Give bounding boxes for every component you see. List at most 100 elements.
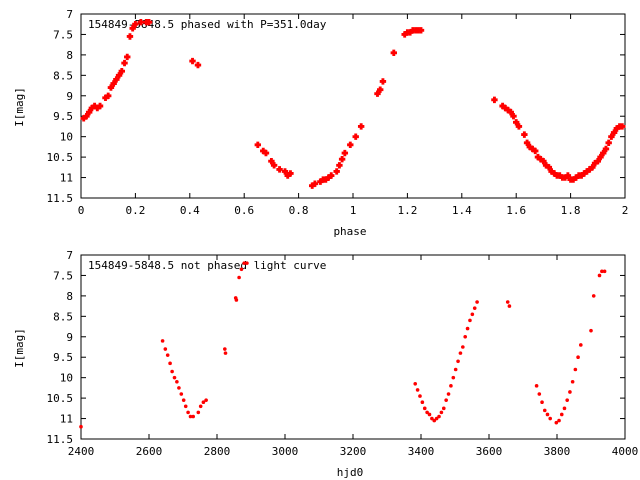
data-point <box>118 68 125 75</box>
data-point <box>507 304 512 308</box>
data-point <box>260 147 267 155</box>
data-point <box>88 104 96 112</box>
data-point <box>341 149 349 157</box>
data-point <box>559 412 564 417</box>
data-point <box>137 18 145 26</box>
data-point <box>201 400 206 405</box>
data-point <box>507 108 514 116</box>
x-tick-label: 3600 <box>476 445 503 458</box>
data-point <box>336 162 343 169</box>
data-point <box>578 172 585 179</box>
data-point <box>608 133 615 140</box>
data-point <box>470 312 475 317</box>
phased-light-curve-panel: 154849-5848.5 phased with P=351.0day pha… <box>13 8 628 238</box>
data-point <box>165 353 170 357</box>
y-tick-label: 9.5 <box>53 351 73 364</box>
data-point <box>532 147 539 155</box>
data-point <box>420 400 425 405</box>
data-point <box>461 345 465 349</box>
data-point <box>223 351 228 355</box>
data-point <box>322 176 330 183</box>
data-point <box>413 382 418 386</box>
data-point <box>333 168 340 175</box>
data-point <box>79 424 83 429</box>
data-point <box>415 388 420 392</box>
data-point <box>406 29 414 36</box>
data-point <box>526 143 533 151</box>
data-point <box>309 182 316 189</box>
data-point <box>181 398 186 402</box>
y-tick-label: 11.5 <box>47 433 74 446</box>
y-tick-label: 8 <box>66 49 73 62</box>
data-point <box>242 261 246 265</box>
data-point <box>591 160 599 167</box>
data-point <box>317 178 324 185</box>
data-point <box>451 375 456 380</box>
unphased-x-axis-label: hjd0 <box>337 466 364 479</box>
data-point <box>437 414 441 419</box>
data-point <box>170 369 174 374</box>
x-tick-label: 3800 <box>544 445 571 458</box>
y-tick-label: 10.5 <box>47 151 74 164</box>
data-point <box>521 131 528 138</box>
data-point <box>160 339 165 343</box>
data-point <box>352 133 359 140</box>
data-point <box>510 113 517 120</box>
y-tick-label: 7.5 <box>53 28 73 41</box>
data-point <box>523 139 531 146</box>
data-point <box>576 355 580 360</box>
phased-y-axis-label: I[mag] <box>13 87 26 127</box>
data-point <box>418 394 422 398</box>
data-point <box>204 398 208 402</box>
data-point <box>357 123 365 130</box>
data-point <box>434 416 439 421</box>
data-point <box>537 392 542 396</box>
data-point <box>163 347 168 351</box>
data-point <box>561 174 569 181</box>
data-point <box>115 72 123 79</box>
data-point <box>417 27 425 34</box>
data-point <box>422 406 427 411</box>
data-point <box>581 170 588 177</box>
data-point <box>515 123 523 130</box>
phased-x-axis-label: phase <box>333 225 366 238</box>
y-tick-label: 9 <box>66 90 73 103</box>
data-point <box>589 328 593 333</box>
data-point <box>570 176 577 183</box>
data-point <box>186 410 190 415</box>
data-point <box>107 84 115 91</box>
data-point <box>132 21 139 28</box>
y-tick-label: 11 <box>60 172 73 185</box>
data-point <box>554 420 559 425</box>
data-point <box>594 158 601 165</box>
x-tick-label: 2400 <box>68 445 95 458</box>
data-point <box>562 406 567 411</box>
x-tick-label: 0.2 <box>125 204 145 217</box>
data-point <box>179 392 184 396</box>
data-point <box>374 90 381 97</box>
data-point <box>441 406 446 411</box>
data-point <box>465 326 470 331</box>
data-point <box>600 149 607 157</box>
data-point <box>262 149 270 157</box>
data-point <box>597 273 602 278</box>
data-point <box>556 172 563 179</box>
data-point <box>198 404 203 409</box>
data-point <box>605 139 612 146</box>
data-point <box>513 119 520 126</box>
data-point <box>196 410 201 415</box>
data-point <box>572 174 580 181</box>
data-point <box>430 416 434 421</box>
data-point <box>390 49 398 57</box>
data-point <box>188 414 193 419</box>
x-tick-label: 1.8 <box>561 204 581 217</box>
plot-frame <box>80 13 626 199</box>
data-point <box>110 80 117 87</box>
data-point <box>172 375 177 380</box>
data-point <box>145 18 153 26</box>
data-point <box>194 61 202 69</box>
data-point <box>570 379 575 384</box>
unphased-y-axis-label: I[mag] <box>13 328 26 368</box>
data-point <box>113 76 120 83</box>
data-point <box>124 53 131 61</box>
